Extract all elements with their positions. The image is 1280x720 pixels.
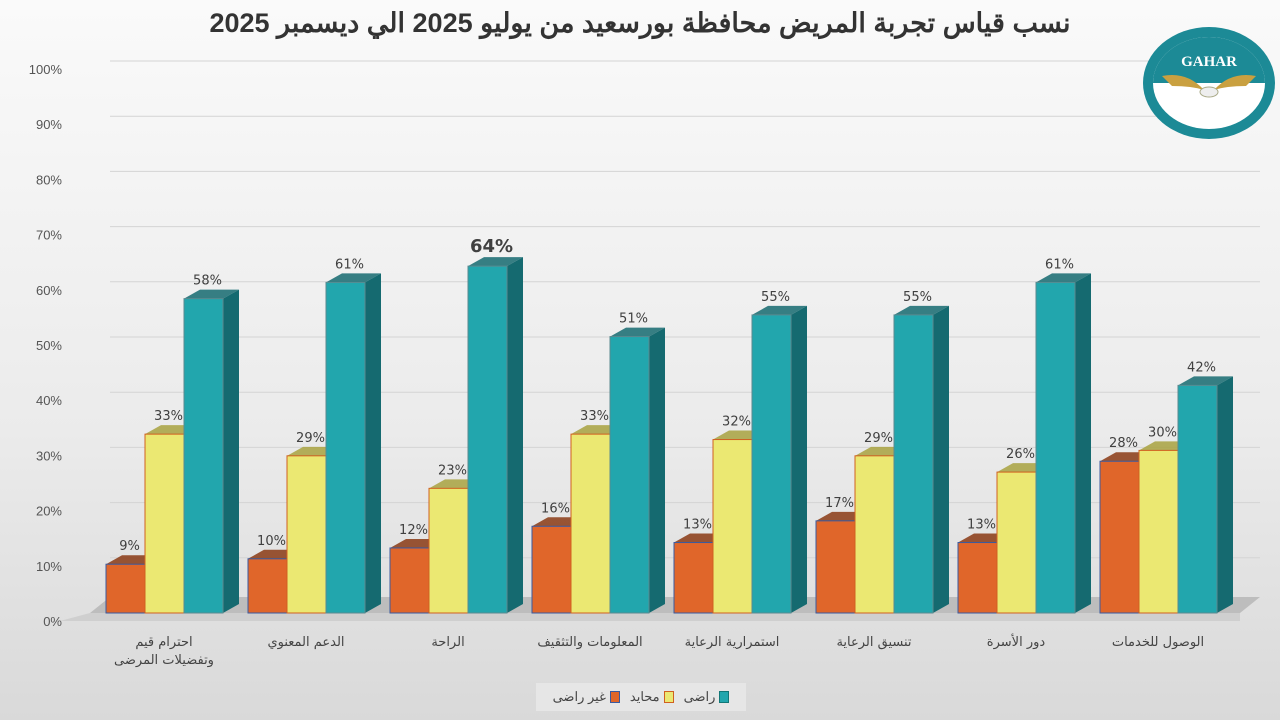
y-tick-label: 70% — [36, 228, 62, 243]
bar-satisfied — [1035, 281, 1076, 614]
data-label: 30% — [1148, 425, 1177, 440]
bar-side — [365, 273, 381, 613]
data-label: 61% — [1045, 257, 1074, 272]
bar-top — [326, 273, 381, 283]
bar-side — [933, 305, 949, 613]
data-label: 33% — [154, 409, 183, 424]
data-label: 23% — [438, 463, 467, 478]
bar-neutral — [996, 471, 1037, 614]
data-label: 28% — [1109, 436, 1138, 451]
data-label: 17% — [825, 496, 854, 511]
bar-neutral — [570, 433, 611, 614]
legend-item-neutral: محايد — [630, 689, 674, 705]
y-tick-label: 100% — [29, 62, 63, 77]
bar-neutral — [144, 433, 185, 614]
bar-unsatisfied — [105, 563, 146, 614]
bar-top — [894, 305, 949, 315]
bar-satisfied — [751, 314, 792, 614]
bar-top — [1036, 273, 1091, 283]
y-tick-label: 0% — [43, 614, 62, 629]
bar-side — [507, 257, 523, 613]
bar-satisfied — [467, 265, 508, 614]
x-tick-label: المعلومات والتثقيف — [537, 635, 642, 650]
bar-unsatisfied — [957, 542, 998, 614]
bar-top — [1178, 376, 1233, 386]
bar-unsatisfied — [673, 542, 714, 614]
data-label: 64% — [470, 236, 513, 257]
x-tick-label: الدعم المعنوي — [267, 635, 344, 650]
bar-unsatisfied — [815, 520, 856, 614]
y-tick-label: 60% — [36, 283, 62, 298]
data-label: 51% — [619, 312, 648, 327]
bar-satisfied — [609, 336, 650, 614]
x-tick-label: دور الأسرة — [987, 633, 1046, 650]
data-label: 9% — [119, 539, 140, 554]
y-tick-label: 80% — [36, 172, 62, 187]
bar-neutral — [428, 487, 469, 614]
bar-unsatisfied — [531, 525, 572, 614]
y-tick-label: 10% — [36, 559, 62, 574]
gahar-logo: GAHAR — [1143, 27, 1275, 139]
data-label: 58% — [193, 274, 222, 289]
legend-label: محايد — [629, 689, 660, 704]
data-label: 29% — [296, 431, 325, 446]
bar-unsatisfied — [247, 558, 288, 614]
x-tick-label: احترام قيم — [135, 635, 192, 650]
bar-top — [610, 327, 665, 337]
data-label: 55% — [903, 290, 932, 305]
x-tick-label: الراحة — [431, 635, 464, 650]
bar-side — [1217, 376, 1233, 613]
data-label: 12% — [399, 523, 428, 538]
bar-satisfied — [183, 298, 224, 614]
x-tick-label: استمرارية الرعاية — [685, 635, 780, 650]
svg-text:GAHAR: GAHAR — [1181, 54, 1237, 70]
data-label: 32% — [722, 415, 751, 430]
legend-swatch — [609, 691, 620, 703]
chart-title: نسب قياس تجربة المريض محافظة بورسعيد من … — [209, 8, 1071, 38]
legend: راضى محايد غير راضى — [536, 683, 746, 711]
legend-item-unsatisfied: غير راضى — [553, 689, 620, 705]
bar-top — [752, 305, 807, 315]
x-tick-label: الوصول للخدمات — [1112, 635, 1204, 650]
bar-satisfied — [1177, 384, 1218, 614]
bar-top — [184, 289, 239, 299]
bar-top — [468, 257, 523, 267]
legend-label: راضى — [683, 689, 716, 704]
data-label: 29% — [864, 431, 893, 446]
bar-satisfied — [893, 314, 934, 614]
data-label: 42% — [1187, 360, 1216, 375]
bar-unsatisfied — [1099, 460, 1140, 614]
bar-unsatisfied — [389, 547, 430, 614]
legend-swatch — [719, 691, 730, 703]
x-tick-label: وتفضيلات المرضى — [114, 653, 214, 668]
data-label: 13% — [683, 518, 712, 533]
y-tick-label: 90% — [36, 117, 62, 132]
data-label: 26% — [1006, 447, 1035, 462]
data-label: 61% — [335, 257, 364, 272]
y-tick-label: 50% — [36, 338, 62, 353]
bar-neutral — [712, 439, 753, 614]
chart-floor-front — [60, 613, 1240, 621]
bar-side — [791, 305, 807, 613]
x-tick-label: تنسيق الرعاية — [836, 635, 911, 650]
bar-side — [1075, 273, 1091, 613]
data-label: 33% — [580, 409, 609, 424]
legend-label: غير راضى — [552, 689, 606, 704]
legend-swatch — [663, 691, 674, 703]
y-tick-label: 40% — [36, 393, 62, 408]
legend-item-satisfied: راضى — [684, 689, 730, 705]
bar-neutral — [286, 455, 327, 614]
y-tick-label: 20% — [36, 504, 62, 519]
bar-side — [223, 289, 239, 613]
data-label: 13% — [967, 518, 996, 533]
bar-side — [649, 327, 665, 613]
data-label: 55% — [761, 290, 790, 305]
y-tick-label: 30% — [36, 448, 62, 463]
data-label: 10% — [257, 534, 286, 549]
bar-neutral — [1138, 449, 1179, 614]
bar-satisfied — [325, 281, 366, 614]
data-label: 16% — [541, 501, 570, 516]
bar-neutral — [854, 455, 895, 614]
